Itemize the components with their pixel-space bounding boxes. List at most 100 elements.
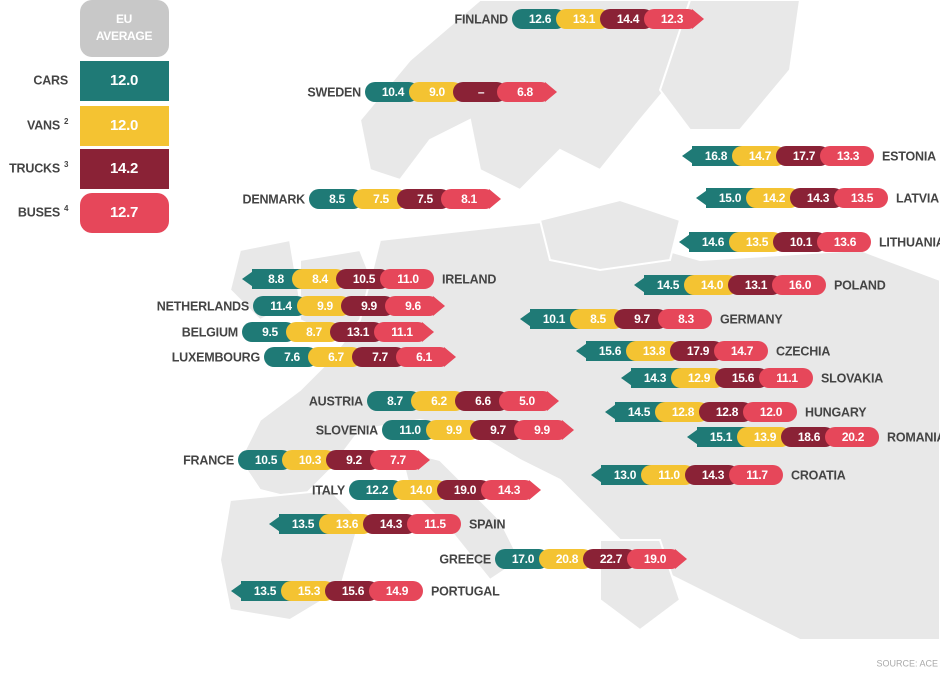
country-name: FRANCE [183, 453, 234, 467]
country-row: 15.0 14.2 14.3 13.5 LATVIA [696, 188, 939, 208]
value-pill [715, 368, 769, 388]
value-label: 13.0 [614, 468, 637, 482]
value-label: 9.5 [262, 325, 278, 339]
country-row: 8.8 8.4 10.5 11.0 IRELAND [242, 269, 497, 289]
value-pill [385, 296, 439, 316]
country-name: SWEDEN [307, 85, 361, 99]
value-pill [325, 581, 379, 601]
value-label: 6.7 [328, 350, 344, 364]
value-pill [644, 275, 694, 295]
value-pill [776, 146, 830, 166]
value-label: 9.9 [446, 423, 462, 437]
value-label: 17.9 [687, 344, 710, 358]
value-label: 7.7 [372, 350, 388, 364]
value-pill [706, 188, 756, 208]
value-label: 11.0 [399, 423, 421, 437]
value-pill [692, 146, 742, 166]
value-pill [697, 427, 747, 447]
value-label: 14.3 [702, 468, 725, 482]
value-label: 9.0 [429, 85, 445, 99]
value-label: 9.2 [346, 453, 362, 467]
value-label: 14.3 [498, 483, 521, 497]
value-pill [363, 514, 417, 534]
country-row: 14.5 14.0 13.1 16.0 POLAND [634, 275, 886, 295]
value-label: 13.1 [745, 278, 768, 292]
country-row: 14.3 12.9 15.6 11.1 SLOVAKIA [621, 368, 883, 388]
value-pill [309, 189, 363, 209]
value-pill [369, 581, 423, 601]
arrow-tip [529, 480, 541, 500]
value-label: 9.9 [317, 299, 333, 313]
value-pill [393, 480, 447, 500]
value-pill [685, 465, 739, 485]
legend-value: 14.2 [110, 160, 138, 177]
value-label: 20.2 [842, 430, 865, 444]
value-pill [729, 232, 783, 252]
country-row: 16.8 14.7 17.7 13.3 ESTONIA [682, 146, 936, 166]
value-label: 12.3 [661, 12, 684, 26]
value-pill [556, 9, 610, 29]
value-label: 15.6 [732, 371, 755, 385]
country-row: 10.4 9.0 – 6.8 SWEDEN [307, 82, 557, 102]
value-pill [817, 232, 871, 252]
value-label: 11.0 [397, 272, 419, 286]
legend-label: TRUCKS [9, 161, 60, 175]
legend-label: VANS [27, 118, 60, 132]
value-label: 10.1 [790, 235, 813, 249]
value-pill [671, 368, 725, 388]
value-label: 15.1 [710, 430, 733, 444]
value-label: 18.6 [798, 430, 821, 444]
country-name: ESTONIA [882, 149, 936, 163]
value-pill [453, 82, 507, 102]
value-pill [658, 309, 712, 329]
value-label: 12.2 [366, 483, 389, 497]
arrow-tip [489, 189, 501, 209]
value-pill [600, 9, 654, 29]
country-name: SLOVAKIA [821, 371, 883, 385]
arrow-tip [422, 322, 434, 342]
country-row: 10.5 10.3 9.2 7.7 FRANCE [183, 450, 430, 470]
legend-note: 2 [64, 117, 69, 126]
value-label: 9.7 [490, 423, 506, 437]
value-label: 10.5 [255, 453, 278, 467]
value-pill [241, 581, 291, 601]
country-row: 7.6 6.7 7.7 6.1 LUXEMBOURG [172, 347, 456, 367]
legend-swatch [80, 106, 169, 146]
value-pill [441, 189, 495, 209]
value-pill [773, 232, 827, 252]
country-row: 8.5 7.5 7.5 8.1 DENMARK [243, 189, 501, 209]
value-label: 14.3 [644, 371, 667, 385]
country-row: 17.0 20.8 22.7 19.0 GREECE [439, 549, 687, 569]
value-pill [570, 309, 624, 329]
value-pill [626, 341, 680, 361]
value-pill [382, 420, 436, 440]
value-label: 6.2 [431, 394, 447, 408]
legend: EU AVERAGE CARS 12.0 VANS 2 12.0 TRUCKS 3 14.2 BUS… [9, 0, 169, 233]
legend-note: 3 [64, 160, 69, 169]
value-label: 13.1 [573, 12, 596, 26]
value-pill [539, 549, 593, 569]
value-label: 8.8 [268, 272, 284, 286]
value-pill [512, 9, 566, 29]
country-name: LATVIA [896, 191, 939, 205]
value-label: 7.5 [373, 192, 389, 206]
value-pill [631, 368, 681, 388]
value-label: 13.1 [347, 325, 370, 339]
arrow-tip [418, 450, 430, 470]
value-label: 13.6 [336, 517, 359, 531]
value-pill [242, 322, 296, 342]
arrow-tip [545, 82, 557, 102]
value-label: 9.7 [634, 312, 650, 326]
value-pill [341, 296, 395, 316]
value-label: 5.0 [519, 394, 535, 408]
value-pill [615, 402, 665, 422]
value-pill [627, 549, 681, 569]
value-label: 20.8 [556, 552, 579, 566]
value-pill [586, 341, 636, 361]
country-row: 8.7 6.2 6.6 5.0 AUSTRIA [309, 391, 559, 411]
value-pill [380, 269, 434, 289]
legend-label: CARS [33, 73, 68, 87]
value-pill [349, 480, 403, 500]
value-pill [825, 427, 879, 447]
country-row: 12.6 13.1 14.4 12.3 FINLAND [455, 9, 704, 29]
